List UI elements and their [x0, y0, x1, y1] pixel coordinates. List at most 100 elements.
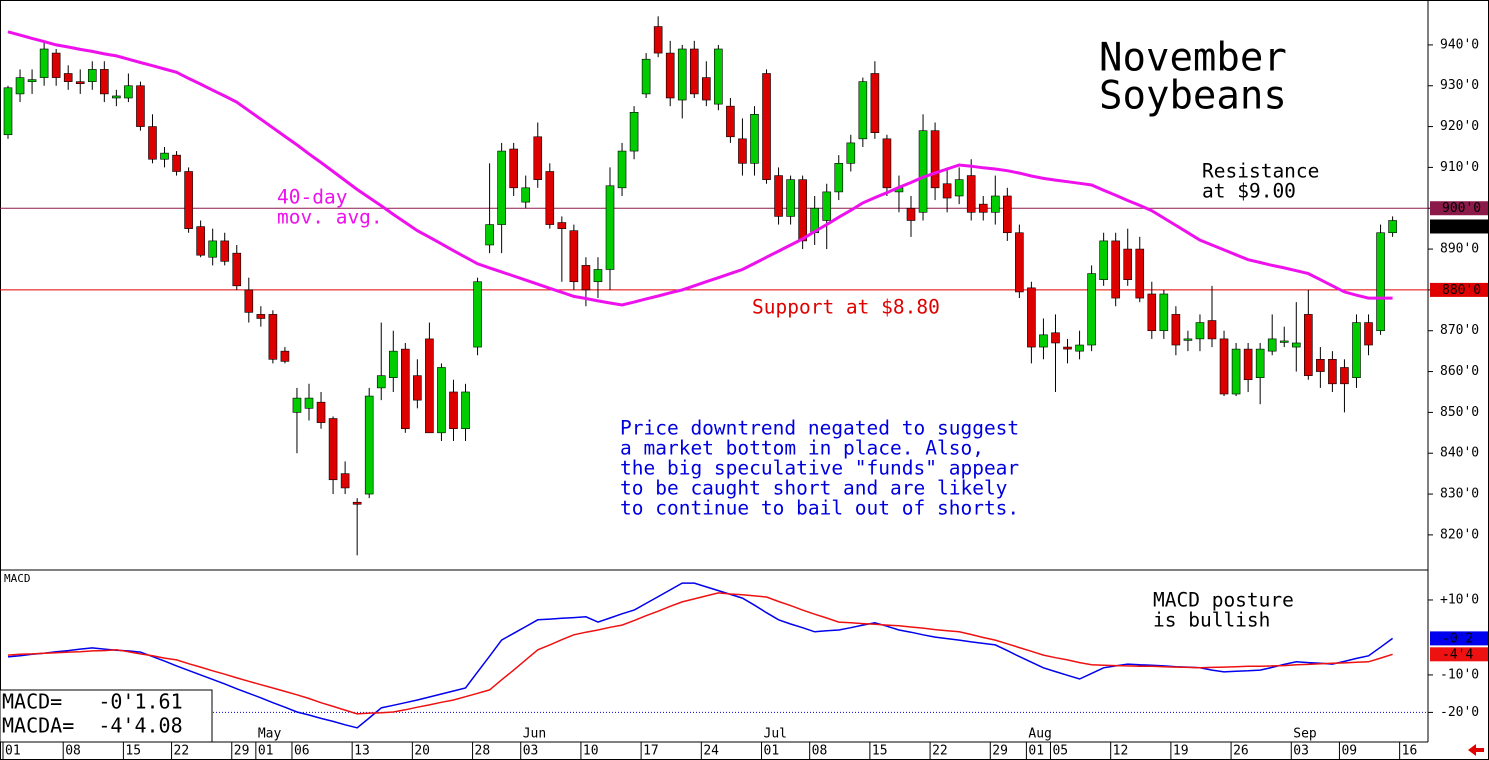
- candle-body: [413, 375, 422, 401]
- candle-body: [581, 265, 591, 291]
- x-tick-label: 15: [872, 744, 888, 759]
- x-tick-label: 01: [764, 744, 780, 759]
- candle-body: [124, 85, 133, 99]
- candle-body: [401, 348, 410, 430]
- x-tick-label: 08: [812, 744, 828, 759]
- candle-body: [292, 397, 302, 413]
- candle-body: [846, 142, 856, 164]
- candle-body: [352, 501, 362, 505]
- month-label: Jul: [764, 727, 787, 742]
- candle-body: [1291, 342, 1301, 348]
- candle-body: [1316, 359, 1325, 372]
- candle-body: [63, 73, 73, 82]
- candle-body: [569, 230, 579, 283]
- candle-body: [617, 150, 627, 189]
- x-tick-label: 01: [5, 744, 21, 759]
- x-tick-label: 24: [703, 744, 719, 759]
- candle-body: [1003, 195, 1012, 234]
- month-label: Jun: [523, 727, 546, 742]
- candle-body: [328, 418, 338, 481]
- candle-body: [232, 252, 242, 287]
- candle-body: [376, 375, 386, 389]
- candle-body: [1171, 314, 1181, 346]
- candle-body: [1231, 348, 1241, 395]
- candle-body: [653, 26, 663, 54]
- annotation: Resistance: [1202, 160, 1319, 183]
- annotation: is bullish: [1153, 609, 1270, 632]
- candle-body: [112, 95, 121, 99]
- x-tick-label: 01: [1028, 744, 1044, 759]
- y-tick-label: -10'0: [1440, 667, 1479, 682]
- series-line: [7, 30, 1393, 307]
- candle-body: [184, 171, 193, 229]
- candle-body: [1267, 338, 1277, 352]
- candle-body: [1376, 232, 1385, 332]
- candle-body: [605, 185, 615, 270]
- candle-body: [136, 85, 145, 127]
- candle-body: [461, 391, 470, 430]
- chart-title: Soybeans: [1099, 74, 1287, 119]
- series-line: [7, 592, 1393, 715]
- x-tick-label: 15: [125, 744, 141, 759]
- candle-body: [750, 114, 759, 164]
- candle-body: [545, 171, 555, 225]
- candle-body: [244, 289, 254, 313]
- candle-body: [1195, 322, 1205, 340]
- value-tag: [1430, 282, 1488, 297]
- y-tick-label: 870'0: [1440, 323, 1479, 338]
- annotation: 40-day: [277, 186, 347, 209]
- value-tag: [1430, 219, 1488, 234]
- x-tick-label: 10: [583, 744, 599, 759]
- candle-body: [1111, 240, 1120, 299]
- candle-body: [954, 179, 964, 197]
- candle-body: [978, 203, 988, 213]
- candle-body: [1099, 240, 1108, 280]
- candle-body: [1340, 367, 1349, 385]
- month-label: May: [258, 727, 282, 742]
- candle-body: [256, 314, 266, 319]
- y-tick-label: 930'0: [1440, 78, 1479, 93]
- candle-body: [930, 130, 940, 189]
- candle-body: [1087, 273, 1096, 346]
- series-line: [7, 582, 1394, 729]
- candle-body: [316, 401, 326, 423]
- candle-body: [425, 338, 434, 434]
- scroll-arrow[interactable]: [1468, 744, 1484, 756]
- candle-body: [437, 367, 446, 434]
- candle-body: [1352, 322, 1361, 378]
- candle-body: [1255, 348, 1265, 378]
- candle-body: [1279, 340, 1289, 343]
- candle-body: [1159, 293, 1169, 332]
- candle-body: [75, 81, 85, 85]
- candle-body: [208, 240, 217, 258]
- candle-body: [1075, 344, 1084, 352]
- candle-body: [942, 183, 952, 199]
- candle-body: [822, 191, 832, 221]
- y-tick-label: 920'0: [1440, 119, 1479, 134]
- y-tick-label: +10'0: [1440, 592, 1479, 607]
- candle-body: [1051, 332, 1060, 344]
- y-tick-label: 850'0: [1440, 405, 1479, 420]
- x-tick-label: 22: [932, 744, 948, 759]
- x-tick-label: 03: [523, 744, 539, 759]
- month-label: Sep: [1293, 727, 1317, 742]
- panel-label: MACD: [4, 572, 31, 585]
- y-tick-label: 840'0: [1440, 446, 1479, 461]
- x-tick-label: 12: [1113, 744, 1129, 759]
- candle-body: [1135, 248, 1145, 299]
- candle-body: [304, 397, 314, 409]
- candle-body: [665, 52, 675, 99]
- candle-body: [629, 111, 639, 152]
- candle-body: [990, 195, 1000, 213]
- y-tick-label: 940'0: [1440, 37, 1479, 52]
- x-tick-label: 19: [1173, 744, 1189, 759]
- x-tick-label: 29: [992, 744, 1008, 759]
- candle-body: [1243, 348, 1253, 381]
- x-tick-label: 03: [1293, 744, 1309, 759]
- candle-body: [1304, 314, 1313, 376]
- candle-body: [834, 163, 844, 193]
- candle-body: [172, 154, 181, 172]
- annotation: Price downtrend negated to suggest: [620, 417, 1019, 440]
